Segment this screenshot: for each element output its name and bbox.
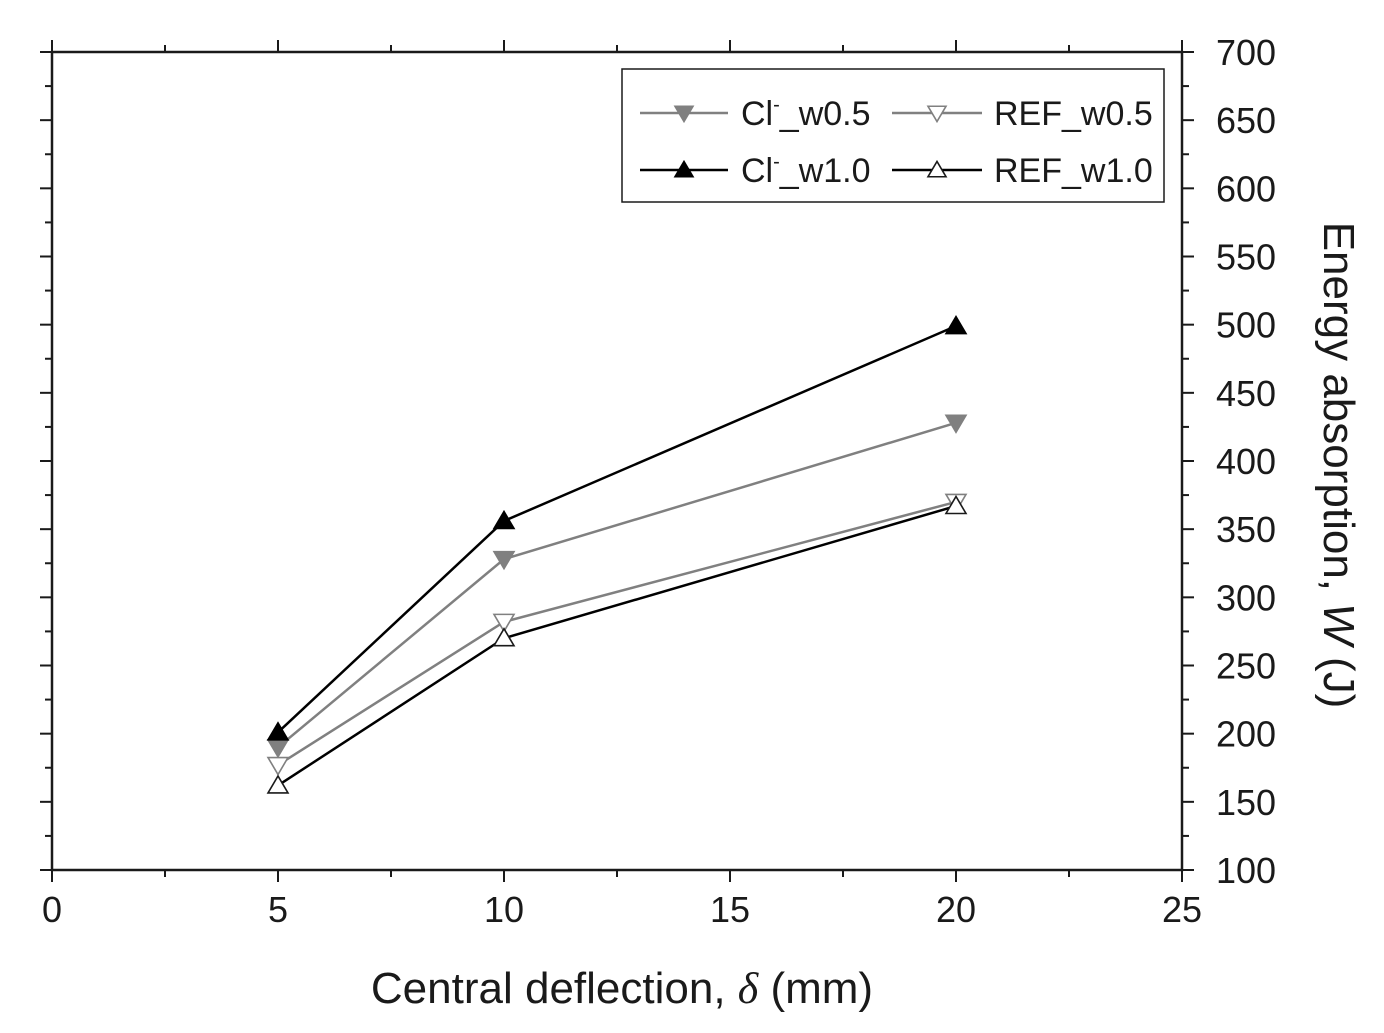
x-tick-label: 15 xyxy=(710,889,750,930)
data-point-ref-w05 xyxy=(492,613,516,633)
x-tick-label: 5 xyxy=(268,889,288,930)
x-axis-title: Central deflection, δ (mm) xyxy=(371,964,873,1013)
legend-marker-cl-w05 xyxy=(673,105,695,124)
y-tick-label: 550 xyxy=(1216,237,1276,278)
legend-marker-cl-w10 xyxy=(673,159,695,178)
y-tick-label: 300 xyxy=(1216,577,1276,618)
data-point-ref-w10 xyxy=(944,494,968,515)
y-tick-label: 150 xyxy=(1216,782,1276,823)
data-point-cl-w10 xyxy=(944,314,968,335)
legend-label-ref-w10: REF_w1.0 xyxy=(994,152,1153,190)
y-tick-label: 200 xyxy=(1216,714,1276,755)
legend-marker-ref-w05 xyxy=(926,105,948,124)
data-point-cl-w10 xyxy=(492,509,516,530)
legend-label-cl-w10: Cl-_w1.0 xyxy=(741,151,871,190)
y-tick-label: 100 xyxy=(1216,850,1276,891)
x-tick-labels: 0 5 10 15 20 25 xyxy=(42,889,1202,930)
legend-marker-ref-w10 xyxy=(926,159,948,178)
y-tick-label: 700 xyxy=(1216,32,1276,73)
legend-box xyxy=(621,68,1165,203)
x-tick-label: 20 xyxy=(936,889,976,930)
data-point-ref-w05 xyxy=(266,756,290,777)
y-tick-label: 250 xyxy=(1216,646,1276,687)
data-point-cl-w05 xyxy=(492,550,516,571)
y-tick-label: 600 xyxy=(1216,168,1276,209)
y-tick-label: 500 xyxy=(1216,305,1276,346)
y-tick-label: 650 xyxy=(1216,100,1276,141)
data-point-cl-w05 xyxy=(944,414,968,434)
x-tick-label: 0 xyxy=(42,889,62,930)
legend: Cl-_w0.5 REF_w0.5 Cl-_w1.0 REF_w1.0 xyxy=(621,68,1165,203)
axis-ticks xyxy=(40,40,1194,882)
legend-label-cl-w05: Cl-_w0.5 xyxy=(741,94,871,133)
series-markers xyxy=(266,314,968,794)
y-tick-label: 400 xyxy=(1216,441,1276,482)
y-tick-label: 450 xyxy=(1216,373,1276,414)
data-point-ref-w10 xyxy=(492,627,516,647)
y-axis-title: Energy absorption, W (J) xyxy=(1314,222,1363,709)
data-point-ref-w10 xyxy=(266,774,290,794)
data-point-cl-w10 xyxy=(266,721,290,741)
x-tick-label: 25 xyxy=(1162,889,1202,930)
legend-label-ref-w05: REF_w0.5 xyxy=(994,95,1153,133)
y-tick-labels: 100 150 200 250 300 350 400 450 500 550 600 650 700 xyxy=(1216,32,1276,891)
y-tick-label: 350 xyxy=(1216,509,1276,550)
x-tick-label: 10 xyxy=(484,889,524,930)
